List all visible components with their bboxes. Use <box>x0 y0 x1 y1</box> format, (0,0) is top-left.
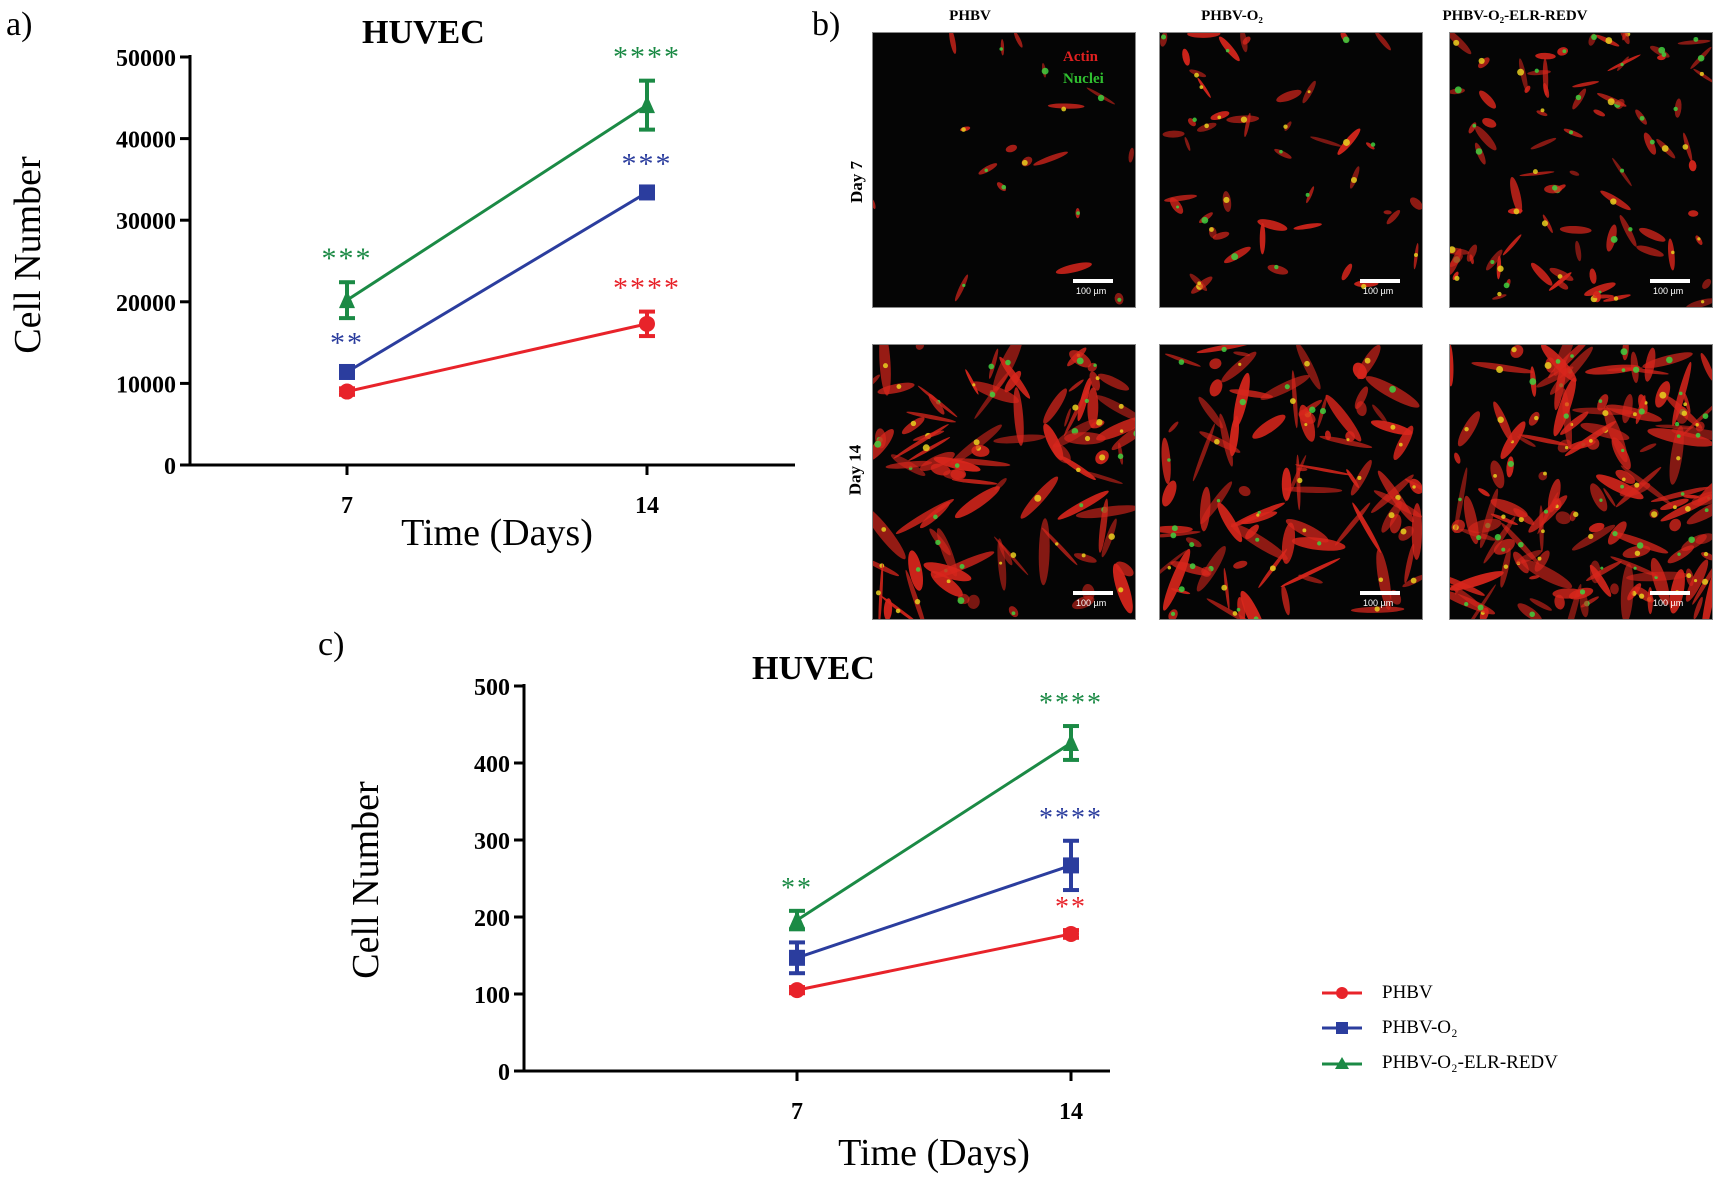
scale-bar-label: 100 µm <box>1076 598 1107 608</box>
y-tick-label: 0 <box>498 1060 510 1086</box>
significance-marker: **** <box>613 272 681 305</box>
y-tick-label: 30000 <box>116 209 176 235</box>
x-tick-label: 14 <box>1059 1099 1083 1125</box>
legend-item-phbv-o2-elr-redv: PHBV-O₂-ELR-REDV <box>1320 1045 1558 1080</box>
y-tick-label: 200 <box>474 906 510 932</box>
legend-item-phbv-o2: PHBV-O₂ <box>1320 1010 1558 1045</box>
significance-marker: ** <box>330 326 364 359</box>
micrograph-day14-0: 100 µm <box>872 344 1136 620</box>
micrograph-day14-2: 100 µm <box>1449 344 1713 620</box>
scale-bar <box>1073 591 1113 595</box>
scale-bar <box>1650 279 1690 283</box>
micrograph-day7-0: 100 µm Actin Nuclei <box>872 32 1136 308</box>
significance-marker: **** <box>1039 803 1103 834</box>
circle-marker-icon <box>789 982 805 999</box>
circle-marker-icon <box>639 315 655 332</box>
y-tick-label: 0 <box>164 454 176 480</box>
significance-marker: *** <box>622 148 673 181</box>
chart-c-title: HUVEC <box>752 650 875 687</box>
micrograph-day14-1: 100 µm <box>1159 344 1423 620</box>
square-marker-icon <box>339 363 355 380</box>
series-line <box>796 863 1072 960</box>
legend-item-phbv: PHBV <box>1320 975 1558 1010</box>
y-tick-label: 10000 <box>116 372 176 398</box>
triangle-marker-icon <box>1322 1056 1362 1069</box>
circle-marker-icon <box>339 383 355 400</box>
y-axis-label: Cell Number <box>7 156 49 354</box>
scale-bar-label: 100 µm <box>1653 286 1684 296</box>
series-line <box>796 741 1072 922</box>
square-marker-icon <box>789 949 805 966</box>
circle-marker-icon <box>1063 925 1079 942</box>
y-tick-label: 100 <box>474 983 510 1009</box>
significance-marker: **** <box>613 41 681 74</box>
panel-c-label: c) <box>318 626 345 663</box>
y-tick-label: 20000 <box>116 291 176 317</box>
panel-a-label: a) <box>6 6 33 43</box>
panel-b-label: b) <box>812 6 841 43</box>
y-tick-label: 500 <box>474 675 510 701</box>
scale-bar-label: 100 µm <box>1653 598 1684 608</box>
scale-bar <box>1650 591 1690 595</box>
x-axis-label: Time (Days) <box>401 512 593 554</box>
triangle-marker-icon <box>1063 732 1079 751</box>
scale-bar <box>1360 279 1400 283</box>
significance-marker: *** <box>322 242 373 275</box>
square-marker-icon <box>639 184 655 201</box>
micrograph-day7-2: 100 µm <box>1449 32 1713 308</box>
y-axis-label: Cell Number <box>345 781 387 979</box>
column-header-phbv-o2: PHBV-O₂ <box>1201 8 1263 24</box>
scale-bar-label: 100 µm <box>1363 598 1394 608</box>
scale-bar <box>1073 279 1113 283</box>
stain-legend-actin: Actin <box>1063 49 1098 65</box>
x-axis-label: Time (Days) <box>838 1132 1030 1174</box>
triangle-marker-icon <box>639 95 655 114</box>
chart-legend: PHBV PHBV-O₂ PHBV-O₂-ELR-REDV <box>1320 975 1558 1080</box>
scale-bar-label: 100 µm <box>1076 286 1107 296</box>
series-line <box>796 932 1072 992</box>
y-tick-label: 400 <box>474 752 510 778</box>
square-marker-icon <box>1322 1021 1362 1034</box>
legend-label: PHBV <box>1382 981 1433 1003</box>
series-line <box>346 103 648 302</box>
y-tick-label: 50000 <box>116 46 176 72</box>
chart-a-title: HUVEC <box>362 14 485 51</box>
y-tick-label: 300 <box>474 829 510 855</box>
column-header-phbv: PHBV <box>949 8 991 24</box>
square-marker-icon <box>1063 857 1079 874</box>
stain-legend-nuclei: Nuclei <box>1063 71 1104 87</box>
scale-bar <box>1360 591 1400 595</box>
micrograph-day7-1: 100 µm <box>1159 32 1423 308</box>
significance-marker: ** <box>781 873 813 904</box>
chart-a: 0 10000 20000 30000 40000 50000 7 14 Time (Days)… <box>7 41 795 554</box>
series-line <box>346 191 648 374</box>
y-tick-label: 40000 <box>116 128 176 154</box>
x-tick-label: 7 <box>341 493 353 519</box>
triangle-marker-icon <box>789 910 805 929</box>
x-tick-label: 7 <box>791 1099 803 1125</box>
significance-marker: ** <box>1055 892 1087 923</box>
legend-label: PHBV-O₂ <box>1382 1016 1458 1038</box>
x-tick-label: 14 <box>635 493 659 519</box>
circle-marker-icon <box>1322 986 1362 999</box>
column-header-phbv-o2-elr-redv: PHBV-O₂-ELR-REDV <box>1442 8 1588 24</box>
chart-c: 0 100 200 300 400 500 7 14 Time (Days) Cell Numbe… <box>345 675 1110 1174</box>
scale-bar-label: 100 µm <box>1363 286 1394 296</box>
triangle-marker-icon <box>339 290 355 309</box>
series-line <box>346 322 648 394</box>
significance-marker: **** <box>1039 688 1103 719</box>
legend-label: PHBV-O₂-ELR-REDV <box>1382 1051 1558 1073</box>
